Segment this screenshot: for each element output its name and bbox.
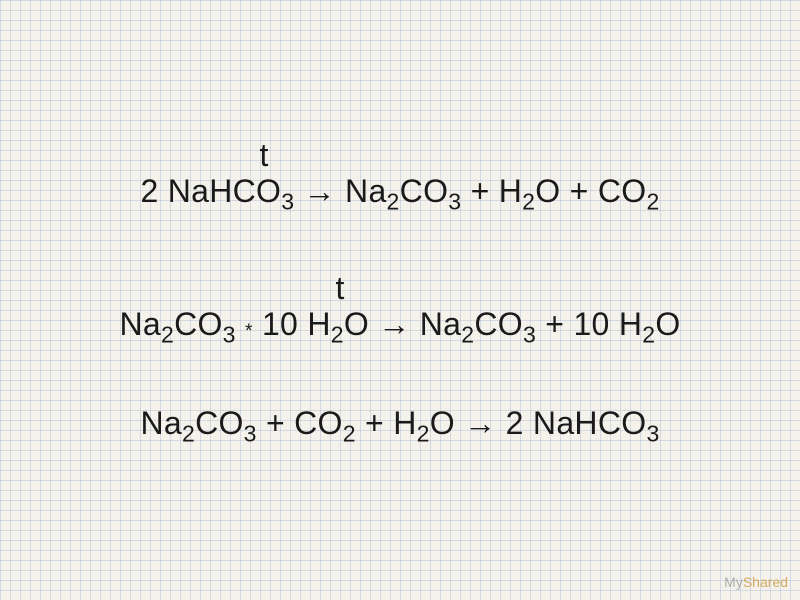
equation-block-1: t 2 NaHCO3 → Na2CO3 + H2O + CO2 [30, 139, 770, 210]
reaction-condition-2: t [336, 272, 345, 304]
slide-content: t 2 NaHCO3 → Na2CO3 + H2O + CO2 t Na2CO3… [0, 0, 800, 600]
reaction-condition-1: t [260, 139, 269, 171]
watermark: MyShared [724, 574, 788, 590]
watermark-accent: Shared [743, 574, 788, 590]
equation-block-2: t Na2CO3 * 10 H2O → Na2CO3 + 10 H2O [30, 272, 770, 343]
equation-1: 2 NaHCO3 → Na2CO3 + H2O + CO2 [140, 173, 659, 210]
equation-2: Na2CO3 * 10 H2O → Na2CO3 + 10 H2O [119, 306, 680, 343]
watermark-prefix: My [724, 574, 743, 590]
equation-3: Na2CO3 + CO2 + H2O → 2 NaHCO3 [140, 405, 659, 442]
equation-block-3: Na2CO3 + CO2 + H2O → 2 NaHCO3 [30, 405, 770, 442]
